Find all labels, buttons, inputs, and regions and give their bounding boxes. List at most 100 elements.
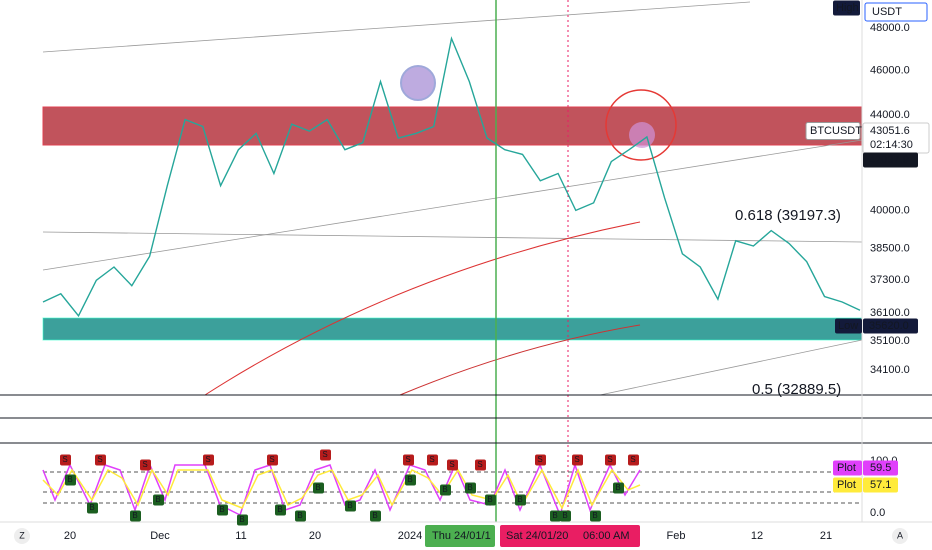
crosshair-date-badge xyxy=(425,525,495,547)
currency-label: USDT xyxy=(872,6,902,18)
time-tick-label: 21 xyxy=(820,530,832,542)
buy-signal xyxy=(560,510,571,522)
buy-signal-label: B xyxy=(442,485,447,494)
sell-signal xyxy=(95,454,106,466)
buy-signal xyxy=(590,510,601,522)
buy-signal xyxy=(345,500,356,512)
sell-signal-label: S xyxy=(405,455,410,464)
sell-signal xyxy=(628,454,639,466)
high-badge xyxy=(833,0,860,16)
buy-signal xyxy=(465,482,476,494)
buy-signal-label: B xyxy=(552,511,557,520)
buy-signal xyxy=(153,494,164,506)
sell-signal-label: S xyxy=(449,460,454,469)
plot-name: Plot xyxy=(837,462,856,474)
price-tick-label: 34100.0 xyxy=(870,364,910,376)
sell-signal-label: S xyxy=(62,455,67,464)
price-tick-label: 37300.0 xyxy=(870,274,910,286)
sell-signal xyxy=(320,449,331,461)
sell-signal xyxy=(447,459,458,471)
highlight-circle xyxy=(629,122,655,148)
marker-date-badge xyxy=(500,525,640,547)
plot-name-badge xyxy=(833,477,862,493)
sell-signal xyxy=(535,454,546,466)
highlight-circle xyxy=(605,89,677,161)
resistance-zone xyxy=(42,106,863,146)
plot-value-badge xyxy=(863,460,898,476)
buy-signal-label: B xyxy=(372,511,377,520)
sell-signal-label: S xyxy=(630,455,635,464)
sell-signal xyxy=(140,459,151,471)
buy-signal xyxy=(550,510,561,522)
time-tick-label: 20 xyxy=(309,530,321,542)
plot-name-badge xyxy=(833,460,862,476)
high-label: High xyxy=(836,2,859,14)
indicator-plot xyxy=(42,462,641,518)
plot-value-badge xyxy=(863,477,898,493)
low-label: Low xyxy=(838,320,858,332)
sell-signal xyxy=(60,454,71,466)
symbol-label: BTCUSDT xyxy=(810,125,862,137)
buy-signal xyxy=(87,502,98,514)
low-price: 35620.0 xyxy=(869,320,909,332)
buy-signal xyxy=(313,482,324,494)
sell-signal-label: S xyxy=(97,455,102,464)
buy-signal xyxy=(515,494,526,506)
buy-signal-label: B xyxy=(347,501,352,510)
line-price: 42037.9 xyxy=(869,154,909,166)
trend-line xyxy=(42,231,863,243)
buy-signal-label: B xyxy=(277,505,282,514)
sell-signal-label: S xyxy=(574,455,579,464)
crosshair-date: Thu 24/01/1 xyxy=(432,530,491,542)
time-tick-label: 2024 xyxy=(398,530,422,542)
low-badge xyxy=(835,318,862,334)
buy-signal xyxy=(217,504,228,516)
sell-signal-label: S xyxy=(607,455,612,464)
time-tick-label: 11 xyxy=(235,530,246,542)
buy-signal-label: B xyxy=(592,511,597,520)
sell-signal-label: S xyxy=(322,450,327,459)
sell-signal-label: S xyxy=(429,455,434,464)
sell-signal xyxy=(572,454,583,466)
time-tick-label: Dec xyxy=(150,530,170,542)
sell-signal xyxy=(403,454,414,466)
sell-signal-label: S xyxy=(537,455,542,464)
footer-icon-label: Z xyxy=(19,530,25,540)
buy-signal-label: B xyxy=(132,511,137,520)
indicator-plot xyxy=(42,468,641,510)
fib-label: 0.618 (39197.3) xyxy=(735,207,841,224)
symbol-badge xyxy=(805,122,861,140)
plot-value: 59.5 xyxy=(870,462,891,474)
buy-signal-label: B xyxy=(67,475,72,484)
buy-signal xyxy=(370,510,381,522)
buy-signal xyxy=(237,514,248,526)
buy-signal-label: B xyxy=(407,475,412,484)
footer-icon xyxy=(14,528,30,544)
price-tick-label: 38500.0 xyxy=(870,243,910,255)
sell-signal xyxy=(475,459,486,471)
price-tick-label: 36100.0 xyxy=(870,307,910,319)
footer-icon xyxy=(892,528,908,544)
buy-signal-label: B xyxy=(239,515,244,524)
buy-signal xyxy=(130,510,141,522)
buy-signal-label: B xyxy=(219,505,224,514)
sell-signal-label: S xyxy=(142,460,147,469)
last-price: 43051.6 xyxy=(870,125,910,137)
moving-average xyxy=(204,221,641,396)
buy-signal-label: B xyxy=(615,483,620,492)
fib-label: 0.5 (32889.5) xyxy=(752,381,841,398)
support-zone xyxy=(42,317,863,341)
buy-signal-label: B xyxy=(562,511,567,520)
sell-signal-label: S xyxy=(269,455,274,464)
marker-date: Sat 24/01/20 xyxy=(506,530,568,542)
buy-signal xyxy=(295,510,306,522)
trend-line xyxy=(42,1,751,53)
buy-signal xyxy=(440,484,451,496)
buy-signal-label: B xyxy=(297,511,302,520)
plot-name: Plot xyxy=(837,479,856,491)
footer-icon-label: A xyxy=(897,530,903,540)
sell-signal xyxy=(267,454,278,466)
time-tick-label: Feb xyxy=(667,530,686,542)
price-tick-label: 44000.0 xyxy=(870,109,910,121)
